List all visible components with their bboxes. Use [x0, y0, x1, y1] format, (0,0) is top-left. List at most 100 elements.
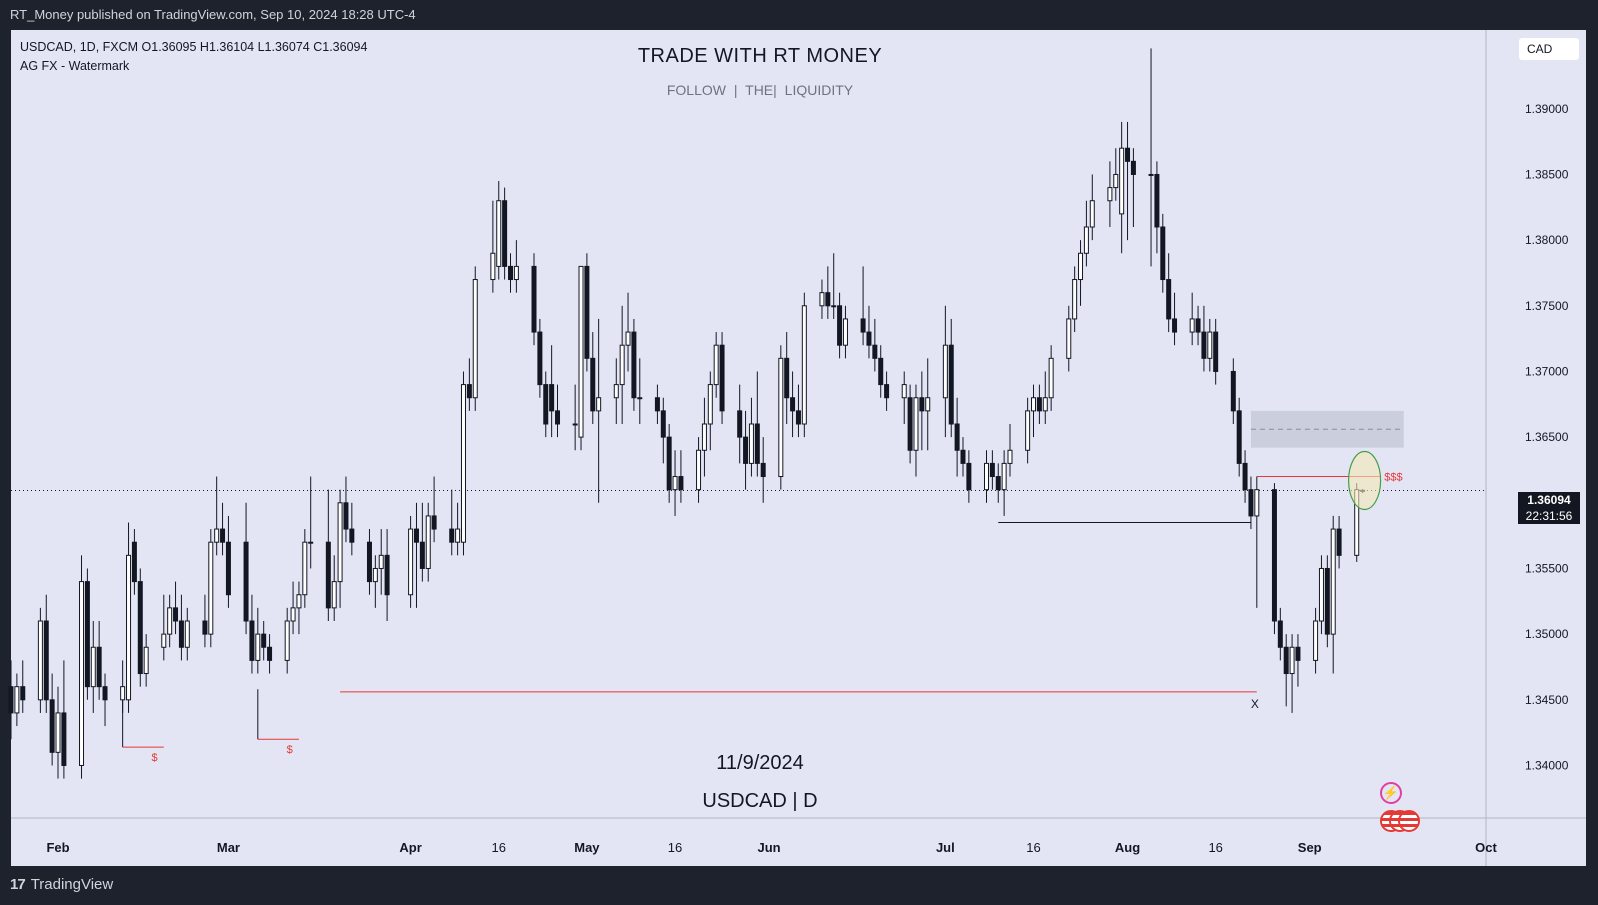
lightning-icon[interactable]: ⚡: [1380, 782, 1402, 804]
candle-bullish: [831, 305, 837, 308]
candle-bullish: [337, 502, 343, 583]
y-tick-label: 1.36500: [1525, 430, 1569, 444]
candle-bearish: [61, 712, 67, 766]
tradingview-logo-icon: 17: [10, 876, 26, 893]
candle-bullish: [1148, 173, 1154, 176]
candle-bullish: [707, 384, 713, 425]
candle-bearish: [202, 620, 208, 635]
x-tick-label: Jul: [936, 840, 955, 855]
candle-bearish: [225, 541, 231, 596]
candle-bullish: [1330, 528, 1336, 635]
candle-bearish: [20, 686, 26, 701]
candle-bearish: [966, 462, 972, 491]
candle-bullish: [167, 607, 173, 635]
x-tick-label: Mar: [217, 840, 240, 855]
candle-bullish: [913, 397, 919, 451]
candle-bearish: [413, 528, 419, 543]
candle-bullish: [983, 462, 989, 491]
candle-bullish: [302, 541, 308, 596]
candle-bearish: [1036, 397, 1042, 412]
candle-bearish: [531, 265, 537, 333]
candle-bearish: [719, 344, 725, 412]
candle-bullish: [90, 646, 96, 688]
y-tick-label: 1.35000: [1525, 627, 1569, 641]
tradingview-brand[interactable]: 17 TradingView: [10, 876, 113, 893]
candle-bearish: [502, 200, 508, 267]
candle-bearish: [49, 699, 55, 753]
candle-bearish: [243, 541, 249, 622]
candle-bullish: [214, 528, 220, 543]
candle-bullish: [696, 449, 702, 491]
candle-bullish: [378, 554, 384, 569]
candle-bullish: [1078, 252, 1084, 281]
candle-bearish: [555, 410, 561, 425]
candle-bearish: [995, 476, 1001, 491]
candle-bearish: [825, 292, 831, 307]
currency-label[interactable]: CAD: [1519, 38, 1579, 60]
candle-bearish: [349, 528, 355, 543]
candle-bearish: [960, 449, 966, 464]
candle-bearish: [102, 686, 108, 701]
candle-bullish: [14, 686, 20, 714]
liquidity-label: $$$: [1384, 472, 1402, 484]
candle-bearish: [267, 646, 273, 661]
candle-bearish: [1154, 173, 1160, 228]
watermark-subtitle: FOLLOW | THE| LIQUIDITY: [666, 82, 854, 98]
candle-bearish: [508, 265, 514, 281]
candle-bearish: [43, 620, 49, 701]
candle-bearish: [8, 686, 14, 714]
candle-bullish: [1254, 489, 1260, 517]
us-flag-icon[interactable]: [1380, 810, 1422, 832]
candle-bullish: [1031, 397, 1037, 412]
candle-bullish: [1207, 331, 1213, 359]
candle-bullish: [1119, 147, 1125, 215]
x-tick-label: Oct: [1475, 840, 1497, 855]
candle-bearish: [131, 541, 137, 583]
candle-bullish: [490, 252, 496, 281]
y-tick-label: 1.34000: [1525, 758, 1569, 772]
candle-bearish: [431, 515, 437, 530]
candle-bullish: [296, 594, 302, 609]
candle-bearish: [790, 397, 796, 412]
candle-bearish: [84, 581, 90, 688]
candle-bearish: [366, 541, 372, 583]
footer-bar: 17 TradingView: [0, 866, 1598, 905]
candle-bullish: [942, 344, 948, 399]
candle-bearish: [860, 318, 866, 333]
candle-bearish: [1195, 318, 1201, 333]
chart-legend: USDCAD, 1D, FXCM O1.36095 H1.36104 L1.36…: [20, 38, 367, 76]
candle-bullish: [208, 541, 214, 635]
candle-bearish: [666, 436, 672, 491]
candle-bullish: [1048, 357, 1054, 399]
candle-bearish: [1242, 462, 1248, 491]
candle-bearish: [1130, 160, 1136, 175]
candle-bearish: [754, 423, 760, 464]
candle-bullish: [472, 279, 478, 399]
candle-bearish: [173, 607, 179, 622]
candle-bullish: [819, 292, 825, 307]
candle-bearish: [1125, 147, 1131, 162]
candle-bullish: [1066, 318, 1072, 359]
x-tick-label: 16: [668, 840, 682, 855]
x-tick-label: 16: [1026, 840, 1040, 855]
candle-bearish: [1271, 489, 1277, 622]
candle-bearish: [1324, 567, 1330, 635]
candle-bearish: [1213, 331, 1219, 372]
candle-bullish: [331, 581, 337, 609]
candle-bullish: [308, 541, 314, 544]
candle-bearish: [919, 397, 925, 412]
candle-bearish: [1336, 528, 1342, 556]
chart-area[interactable]: [11, 30, 1586, 866]
candle-bullish: [1313, 620, 1319, 661]
candle-bearish: [584, 265, 590, 359]
candle-bearish: [743, 436, 749, 464]
candle-bullish: [425, 515, 431, 569]
candle-bullish: [1113, 173, 1119, 189]
candle-bullish: [672, 476, 678, 491]
candle-bullish: [1089, 200, 1095, 228]
last-price-value: 1.36094: [1527, 493, 1571, 507]
candle-bullish: [255, 633, 261, 661]
candle-bullish: [778, 357, 784, 478]
candle-bearish: [878, 357, 884, 386]
